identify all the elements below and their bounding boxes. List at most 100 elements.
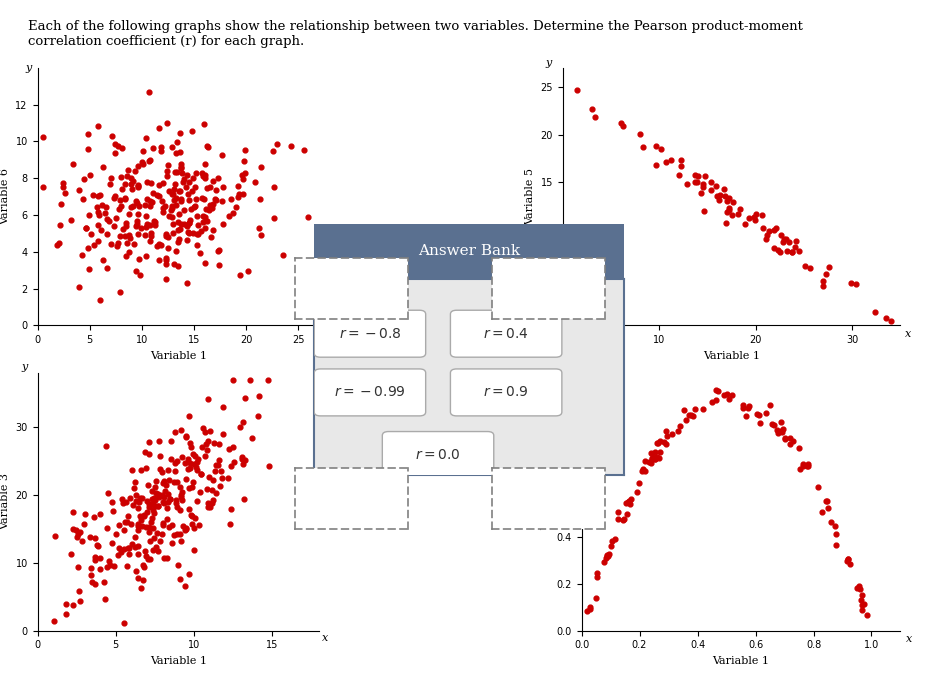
Point [112, 203, 127, 214]
Point [156, 476, 171, 487]
Point [131, 524, 146, 535]
Point [169, 498, 184, 508]
Point [159, 553, 174, 563]
Point [652, 435, 667, 446]
Point [90, 219, 105, 230]
Point [150, 489, 165, 500]
Point [66, 159, 81, 170]
Point [208, 460, 223, 471]
Point [128, 477, 143, 487]
Point [147, 501, 162, 512]
Point [83, 532, 98, 542]
Point [216, 401, 231, 412]
Point [189, 456, 204, 467]
Point [82, 170, 97, 180]
Text: y: y [545, 58, 552, 68]
Point [206, 437, 221, 448]
Point [204, 231, 219, 242]
Point [149, 542, 164, 553]
Point [174, 219, 189, 230]
Point [853, 584, 868, 595]
Point [126, 201, 141, 212]
Point [87, 512, 102, 523]
Point [155, 196, 170, 207]
Point [200, 142, 215, 153]
Point [97, 577, 112, 588]
Point [190, 220, 205, 231]
Point [178, 522, 193, 533]
Point [690, 171, 705, 182]
Point [647, 447, 662, 458]
Point [196, 194, 211, 205]
Point [93, 224, 108, 235]
Point [103, 239, 118, 250]
Point [848, 279, 863, 290]
Point [149, 241, 164, 252]
Point [100, 487, 115, 498]
Point [644, 453, 659, 464]
Point [171, 236, 186, 247]
Point [658, 426, 673, 437]
Point [178, 182, 193, 193]
Point [185, 186, 200, 197]
Text: y: y [561, 360, 567, 370]
Point [232, 188, 247, 199]
Point [174, 167, 189, 178]
Point [83, 570, 98, 581]
Point [131, 519, 146, 530]
Point [58, 599, 73, 610]
Point [215, 150, 230, 161]
Point [197, 426, 212, 437]
Point [631, 478, 646, 489]
Point [146, 216, 161, 226]
Point [133, 492, 148, 503]
Point [123, 492, 138, 503]
Point [129, 266, 144, 277]
Point [114, 142, 129, 153]
Point [169, 494, 184, 505]
Point [658, 439, 673, 450]
Point [776, 423, 791, 434]
Point [708, 181, 723, 192]
Point [174, 193, 189, 204]
Point [143, 195, 158, 206]
Point [144, 517, 159, 527]
Point [236, 156, 251, 167]
Point [785, 247, 800, 258]
Point [106, 561, 121, 572]
Point [721, 205, 736, 216]
Point [86, 189, 101, 200]
Point [772, 247, 787, 258]
Point [177, 525, 192, 536]
Point [704, 185, 719, 196]
Point [189, 495, 204, 506]
Point [132, 201, 147, 212]
Point [78, 508, 93, 519]
Point [223, 194, 238, 205]
Point [269, 138, 284, 149]
Point [673, 154, 688, 165]
Point [142, 437, 157, 447]
Point [139, 221, 154, 232]
Point [611, 513, 626, 524]
Point [106, 221, 121, 232]
Text: x: x [322, 633, 328, 643]
Point [613, 118, 628, 129]
Point [173, 146, 188, 157]
Point [618, 498, 633, 509]
Point [802, 263, 817, 274]
Point [782, 433, 797, 443]
Point [156, 203, 171, 214]
Point [770, 428, 785, 439]
Point [719, 207, 734, 218]
Point [129, 197, 144, 208]
Point [735, 400, 750, 411]
Point [227, 457, 242, 468]
Point [130, 521, 145, 532]
Point [125, 465, 140, 476]
Point [212, 245, 227, 256]
Point [821, 262, 836, 273]
Point [181, 226, 196, 237]
Point [138, 521, 153, 532]
Point [108, 191, 123, 201]
